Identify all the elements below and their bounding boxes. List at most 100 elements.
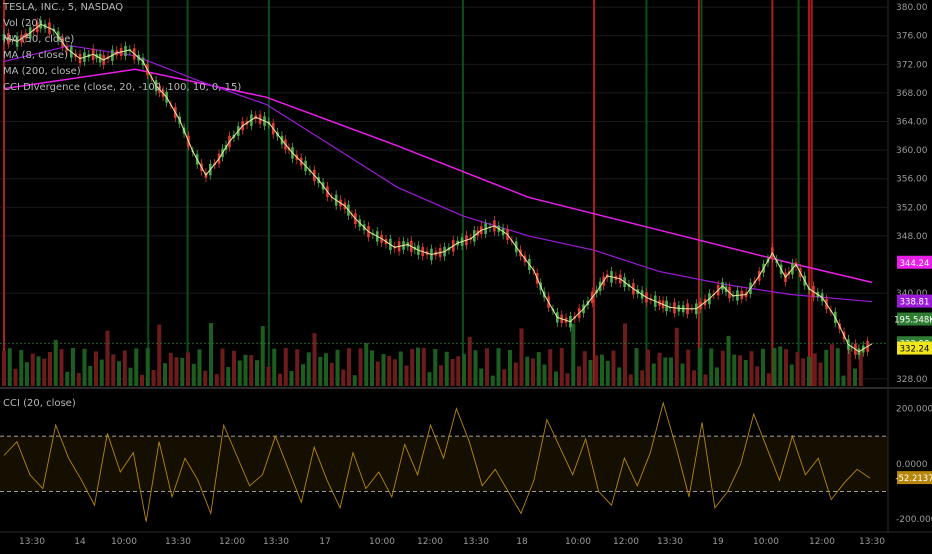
volume-bar	[456, 356, 461, 386]
volume-bar	[99, 359, 104, 386]
price-label-text: 338.81	[900, 298, 930, 308]
symbol-title: TESLA, INC., 5, NASDAQ	[3, 2, 124, 13]
signal-bar-red	[810, 0, 813, 386]
volume-bar	[600, 354, 604, 386]
time-tick-label: 12:00	[809, 537, 835, 547]
volume-bar	[439, 365, 443, 386]
volume-bar	[594, 355, 599, 386]
volume-bar	[163, 363, 167, 386]
volume-bar	[140, 374, 144, 386]
volume-bar	[617, 367, 622, 386]
volume-bar	[168, 352, 173, 386]
volume-bar	[197, 349, 202, 386]
volume-bar	[462, 353, 466, 386]
time-tick-label: 14	[74, 537, 86, 547]
volume-bar	[180, 357, 185, 386]
time-tick-label: 13:30	[263, 537, 289, 547]
volume-bar	[715, 367, 719, 386]
volume-bar	[404, 365, 409, 386]
volume-bar	[559, 348, 564, 386]
volume-bar	[732, 354, 737, 386]
volume-bar	[784, 349, 788, 386]
volume-bar	[117, 361, 121, 386]
volume-bar	[841, 375, 846, 386]
volume-bar	[444, 351, 449, 386]
volume-bar	[680, 363, 685, 386]
volume-bar	[542, 364, 547, 386]
cci-tick-label: -200.0000	[896, 515, 932, 525]
cci-value-text: -52.2137	[895, 474, 932, 484]
volume-bar	[858, 350, 863, 386]
volume-bar	[186, 352, 190, 386]
volume-bar	[53, 339, 58, 386]
price-tick-label: 364.00	[896, 118, 928, 128]
legend-ma200: MA (200, close)	[3, 66, 81, 77]
volume-bar	[30, 353, 35, 386]
volume-bar	[772, 348, 777, 386]
price-tick-label: 348.00	[896, 232, 928, 242]
volume-bar	[697, 348, 702, 386]
signal-bar-green	[645, 0, 648, 386]
volume-bar	[416, 347, 420, 386]
volume-bar	[830, 344, 834, 386]
volume-bar	[295, 349, 300, 386]
volume-bar	[611, 350, 616, 386]
signal-bar-red	[697, 0, 700, 386]
volume-bar	[531, 358, 535, 386]
price-label-text: 195.548K	[894, 316, 932, 326]
volume-bar	[720, 350, 725, 386]
price-label-text: 332.24	[900, 345, 930, 355]
volume-bar	[312, 333, 317, 386]
volume-bar	[582, 351, 587, 386]
main-legend: TESLA, INC., 5, NASDAQ Vol (20) MA (50, …	[3, 0, 241, 96]
volume-bar	[318, 356, 323, 386]
volume-bar	[513, 362, 518, 386]
volume-bar	[634, 348, 639, 386]
volume-bar	[496, 348, 501, 386]
volume-bar	[824, 349, 829, 386]
price-tick-label: 372.00	[896, 60, 928, 70]
volume-bar	[375, 361, 380, 386]
price-tick-label: 340.00	[896, 289, 928, 299]
volume-bar	[2, 351, 6, 386]
volume-bar	[692, 370, 696, 386]
volume-bar	[640, 370, 645, 386]
volume-bar	[795, 352, 800, 386]
time-tick-label: 17	[319, 537, 330, 547]
legend-cci-divergence: CCI Divergence (close, 20, -100, 100, 10…	[3, 82, 242, 93]
price-label-bg	[897, 312, 932, 326]
volume-bar	[479, 368, 484, 386]
volume-bar	[554, 371, 558, 386]
volume-bar	[657, 352, 662, 386]
signal-bar-red	[771, 0, 774, 386]
cci-band-fill	[0, 436, 888, 492]
volume-bar	[525, 356, 530, 386]
volume-bar	[749, 351, 754, 386]
volume-bar	[490, 375, 495, 386]
volume-bar	[548, 349, 553, 386]
volume-bar	[289, 371, 294, 386]
volume-bar	[358, 348, 363, 386]
price-label-bg	[897, 341, 932, 355]
price-tick-label: 368.00	[896, 89, 928, 99]
time-tick-label: 10:00	[753, 537, 779, 547]
volume-bar	[191, 363, 196, 386]
signal-bar-green	[147, 0, 150, 386]
volume-bar	[450, 358, 455, 386]
cci-legend: CCI (20, close)	[3, 398, 76, 409]
volume-bar	[203, 370, 208, 386]
price-label-bg	[897, 294, 932, 308]
volume-bar	[128, 367, 133, 386]
price-tick-label: 376.00	[896, 32, 928, 42]
volume-bar	[847, 348, 852, 386]
volume-bar	[410, 348, 415, 386]
time-tick-label: 13:30	[859, 537, 885, 547]
volume-bar	[801, 358, 806, 386]
volume-bar	[278, 373, 282, 386]
signal-bar-red	[808, 0, 811, 386]
legend-vol: Vol (20)	[3, 18, 42, 29]
volume-bar	[19, 350, 24, 386]
volume-bar	[88, 365, 93, 386]
volume-bar	[709, 348, 714, 386]
